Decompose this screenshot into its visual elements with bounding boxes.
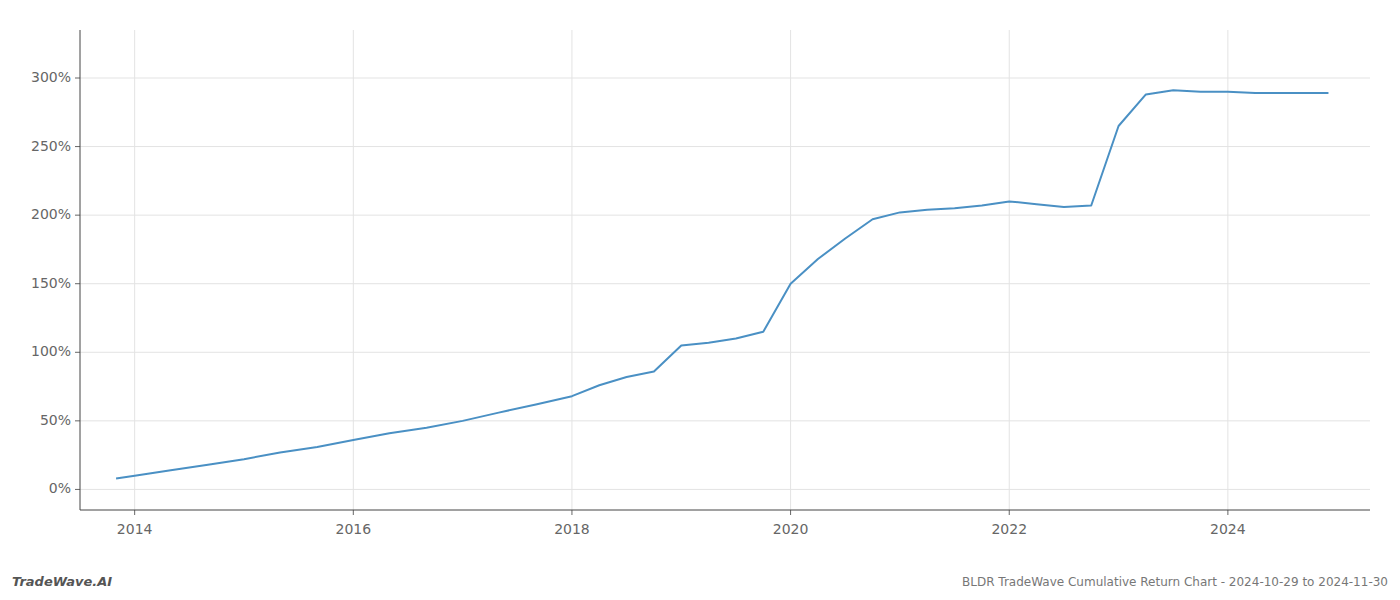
y-grid-line: [80, 489, 1370, 490]
plot-area: [116, 90, 1328, 478]
axes: 0% 50% 100% 150% 200% 250% 300% 2014 2016 2018 202…: [31, 30, 1370, 537]
y-tick: [75, 420, 80, 421]
y-grid-line: [80, 283, 1370, 284]
y-tick-label: 0%: [49, 480, 71, 496]
x-tick: [134, 510, 135, 515]
x-tick: [353, 510, 354, 515]
y-tick-label: 50%: [40, 412, 71, 428]
y-axis-line: [80, 30, 81, 510]
x-tick-label: 2020: [773, 521, 809, 537]
chart: 0% 50% 100% 150% 200% 250% 300% 2014 2016 2018 202…: [0, 0, 1400, 600]
x-tick-label: 2018: [554, 521, 590, 537]
watermark: TradeWave.AI: [12, 574, 112, 589]
x-grid-line: [1227, 30, 1228, 510]
x-grid-line: [790, 30, 791, 510]
title: BLDR TradeWave Cumulative Return Chart -…: [962, 575, 1388, 589]
x-grid-line: [1009, 30, 1010, 510]
y-tick: [75, 146, 80, 147]
y-tick-label: 250%: [31, 138, 71, 154]
y-grid-line: [80, 352, 1370, 353]
x-tick: [1227, 510, 1228, 515]
x-tick: [571, 510, 572, 515]
y-tick-label: 150%: [31, 275, 71, 291]
x-axis-line: [80, 510, 1370, 511]
x-tick-label: 2014: [117, 521, 153, 537]
y-tick: [75, 352, 80, 353]
y-grid-line: [80, 420, 1370, 421]
y-tick: [75, 283, 80, 284]
grid: [80, 30, 1370, 510]
y-tick: [75, 489, 80, 490]
x-tick: [790, 510, 791, 515]
y-tick-label: 200%: [31, 206, 71, 222]
x-tick-label: 2024: [1210, 521, 1246, 537]
y-grid-line: [80, 146, 1370, 147]
y-grid-line: [80, 215, 1370, 216]
y-tick-label: 300%: [31, 69, 71, 85]
y-tick-label: 100%: [31, 343, 71, 359]
x-grid-line: [353, 30, 354, 510]
y-tick: [75, 215, 80, 216]
x-grid-line: [571, 30, 572, 510]
x-tick: [1009, 510, 1010, 515]
x-tick-label: 2016: [335, 521, 371, 537]
y-tick: [75, 78, 80, 79]
y-grid-line: [80, 78, 1370, 79]
x-grid-line: [134, 30, 135, 510]
x-tick-label: 2022: [991, 521, 1027, 537]
line-series: [116, 90, 1328, 478]
